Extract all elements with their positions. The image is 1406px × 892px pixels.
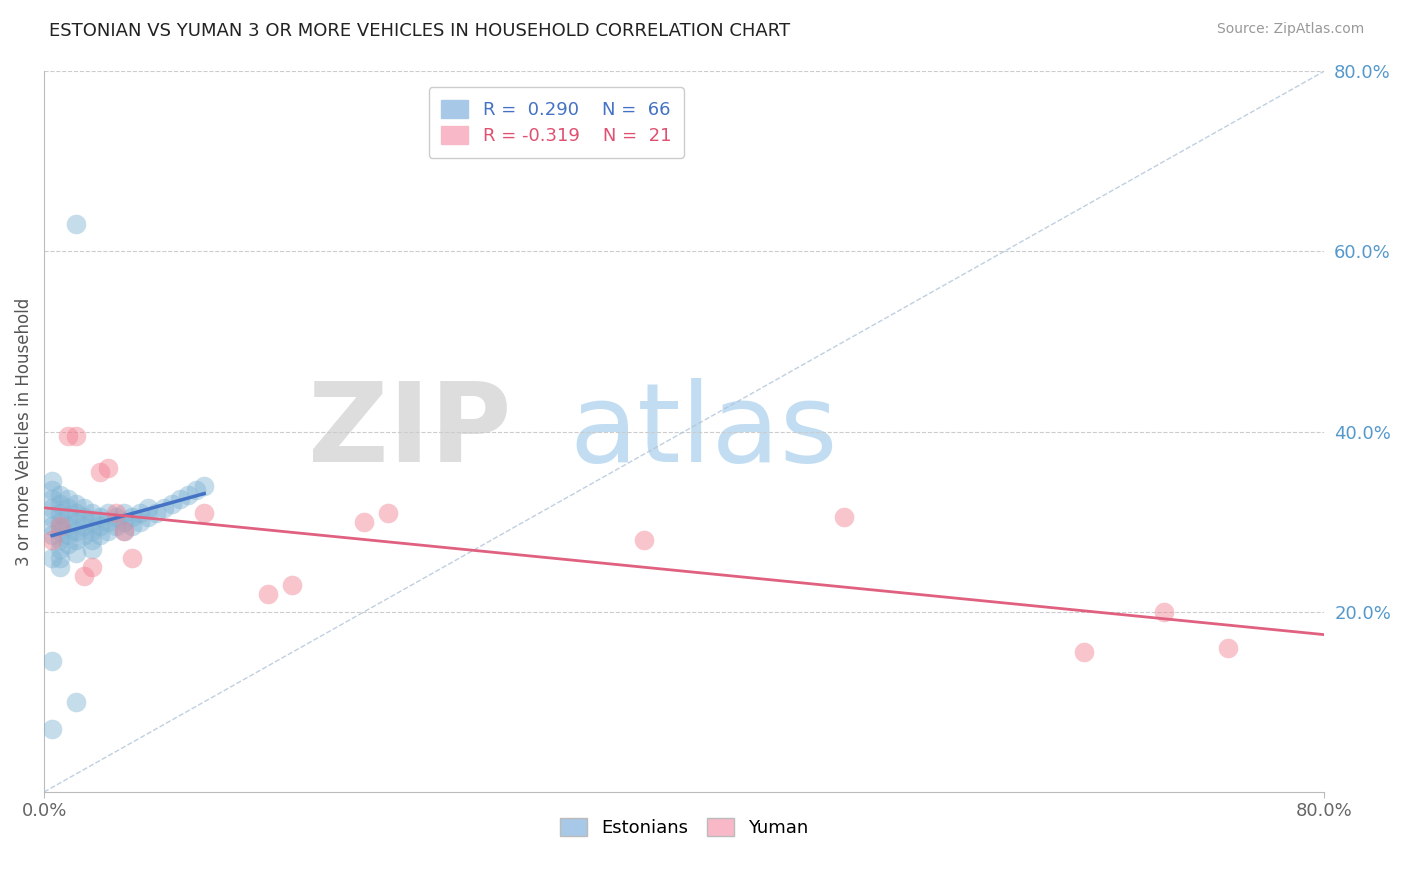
- Point: [105, 519, 128, 533]
- Point: [153, 501, 176, 516]
- Text: atlas: atlas: [569, 378, 838, 485]
- Point: [49, 515, 72, 529]
- Point: [73, 568, 96, 582]
- Point: [73, 528, 96, 542]
- Point: [41, 722, 63, 736]
- Point: [121, 510, 143, 524]
- Point: [73, 510, 96, 524]
- Text: ZIP: ZIP: [308, 378, 512, 485]
- Point: [353, 515, 375, 529]
- Point: [121, 519, 143, 533]
- Point: [89, 510, 111, 524]
- Point: [145, 506, 167, 520]
- Point: [56, 519, 79, 533]
- Point: [65, 515, 87, 529]
- Point: [49, 533, 72, 547]
- Point: [82, 515, 104, 529]
- Point: [97, 460, 120, 475]
- Point: [89, 465, 111, 479]
- Point: [1218, 640, 1240, 655]
- Point: [41, 510, 63, 524]
- Point: [97, 515, 120, 529]
- Point: [56, 528, 79, 542]
- Point: [65, 546, 87, 560]
- Point: [56, 537, 79, 551]
- Point: [633, 533, 655, 547]
- Point: [82, 541, 104, 556]
- Point: [41, 519, 63, 533]
- Point: [82, 524, 104, 538]
- Point: [56, 510, 79, 524]
- Point: [1153, 605, 1175, 619]
- Point: [105, 510, 128, 524]
- Point: [105, 506, 128, 520]
- Legend: Estonians, Yuman: Estonians, Yuman: [553, 811, 815, 844]
- Point: [41, 474, 63, 488]
- Point: [49, 541, 72, 556]
- Point: [41, 550, 63, 565]
- Point: [257, 587, 280, 601]
- Point: [121, 550, 143, 565]
- Point: [41, 492, 63, 507]
- Point: [56, 501, 79, 516]
- Point: [160, 497, 183, 511]
- Text: ESTONIAN VS YUMAN 3 OR MORE VEHICLES IN HOUSEHOLD CORRELATION CHART: ESTONIAN VS YUMAN 3 OR MORE VEHICLES IN …: [49, 22, 790, 40]
- Point: [112, 515, 135, 529]
- Point: [129, 515, 152, 529]
- Point: [177, 487, 200, 501]
- Point: [65, 217, 87, 231]
- Point: [49, 506, 72, 520]
- Text: Source: ZipAtlas.com: Source: ZipAtlas.com: [1216, 22, 1364, 37]
- Point: [377, 506, 399, 520]
- Point: [97, 506, 120, 520]
- Point: [41, 654, 63, 668]
- Point: [281, 577, 304, 591]
- Point: [41, 483, 63, 497]
- Point: [73, 519, 96, 533]
- Point: [193, 478, 215, 492]
- Point: [89, 519, 111, 533]
- Point: [65, 497, 87, 511]
- Point: [41, 533, 63, 547]
- Point: [65, 506, 87, 520]
- Point: [82, 533, 104, 547]
- Point: [186, 483, 208, 497]
- Point: [49, 550, 72, 565]
- Point: [49, 524, 72, 538]
- Point: [65, 533, 87, 547]
- Y-axis label: 3 or more Vehicles in Household: 3 or more Vehicles in Household: [15, 297, 32, 566]
- Point: [169, 492, 191, 507]
- Point: [112, 524, 135, 538]
- Point: [49, 519, 72, 533]
- Point: [832, 510, 855, 524]
- Point: [41, 501, 63, 516]
- Point: [112, 524, 135, 538]
- Point: [82, 559, 104, 574]
- Point: [89, 528, 111, 542]
- Point: [136, 501, 159, 516]
- Point: [56, 429, 79, 443]
- Point: [41, 528, 63, 542]
- Point: [129, 506, 152, 520]
- Point: [65, 695, 87, 709]
- Point: [97, 524, 120, 538]
- Point: [49, 559, 72, 574]
- Point: [49, 487, 72, 501]
- Point: [136, 510, 159, 524]
- Point: [49, 497, 72, 511]
- Point: [112, 506, 135, 520]
- Point: [73, 501, 96, 516]
- Point: [65, 524, 87, 538]
- Point: [1073, 645, 1095, 659]
- Point: [56, 492, 79, 507]
- Point: [82, 506, 104, 520]
- Point: [65, 429, 87, 443]
- Point: [193, 506, 215, 520]
